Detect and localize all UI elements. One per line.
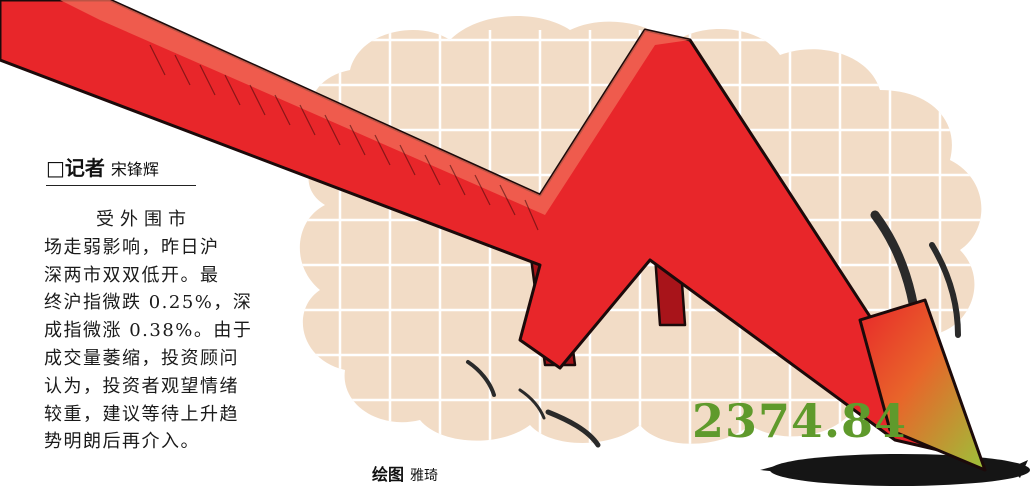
- article-line: 成交量萎缩，投资顾问: [44, 347, 239, 369]
- credit-label: 绘图: [372, 465, 405, 484]
- arrow-hatching: [149, 44, 539, 231]
- article-line: 势明朗后再介入。: [44, 431, 200, 453]
- article-line: 成指微涨 0.38%。由于: [44, 320, 253, 342]
- article-line: 终沪指微跌 0.25%，深: [44, 292, 253, 314]
- reporter-name: 宋锋辉: [110, 160, 159, 179]
- index-value: 2374.84: [692, 394, 908, 448]
- byline-box: □: [46, 156, 65, 180]
- reporter-byline: □记者 宋锋辉: [46, 152, 196, 186]
- article-line: 受外围市: [96, 209, 192, 230]
- arrow-tip: [858, 298, 987, 472]
- credit-name: 雅琦: [410, 468, 439, 484]
- impact-shadow: [770, 454, 1030, 486]
- article-line: 场走弱影响，昨日沪: [44, 236, 220, 258]
- article-body: 受外围市 场走弱影响，昨日沪 深两市双双低开。最 终沪指微跌 0.25%，深 成…: [44, 206, 252, 456]
- article-line: 较重，建议等待上升趋: [44, 403, 239, 425]
- article-line: 深两市双双低开。最: [44, 264, 220, 286]
- article-line: 认为，投资者观望情绪: [44, 375, 239, 397]
- illustration-credit: 绘图 雅琦: [372, 461, 438, 485]
- byline-label: 记者: [64, 156, 105, 180]
